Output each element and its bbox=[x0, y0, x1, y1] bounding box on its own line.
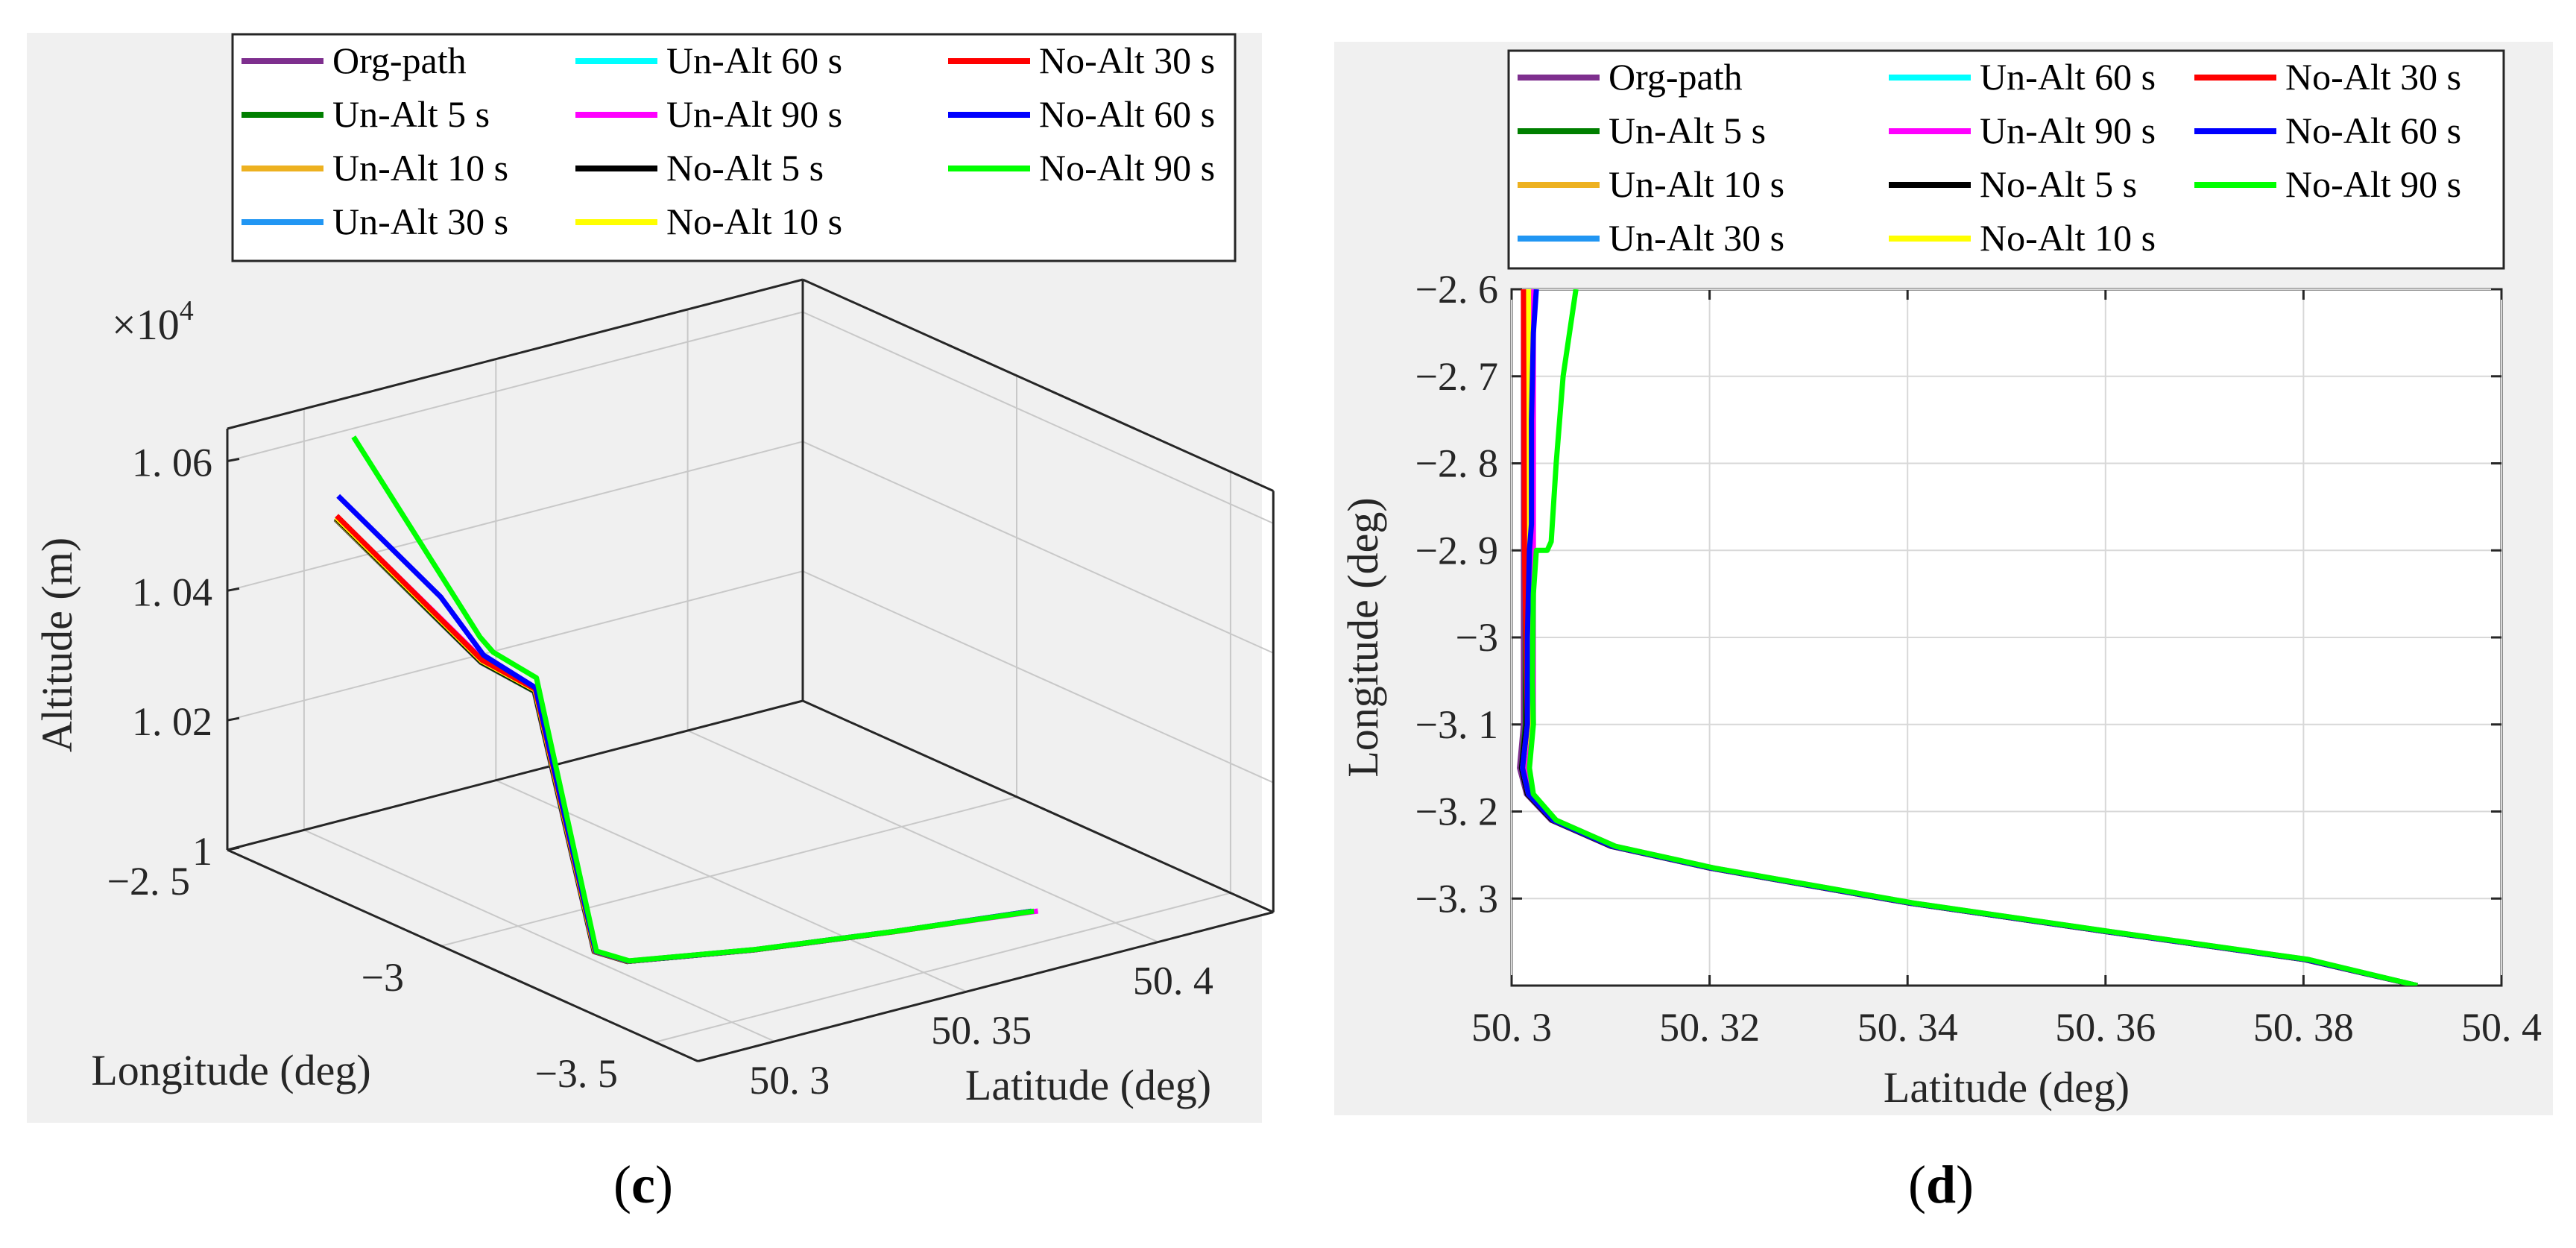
d-xtick-label: 50. 3 bbox=[1471, 1005, 1552, 1050]
d-xtick-label: 50. 32 bbox=[1659, 1005, 1760, 1050]
c-legend-label-no-alt-5-s: No-Alt 5 s bbox=[666, 147, 824, 189]
c-box bbox=[226, 278, 1275, 1062]
c-ztick-label: 1. 02 bbox=[132, 699, 212, 744]
c-legend: Org-path Un-Alt 5 s Un-Alt 10 s Un-Alt 30 s… bbox=[231, 33, 1237, 262]
c-grid-line bbox=[687, 730, 1159, 943]
c-grid-line bbox=[441, 795, 1017, 947]
d-series-lines bbox=[1517, 289, 2418, 986]
c-legend-label-un-alt-90-s: Un-Alt 90 s bbox=[666, 93, 842, 135]
d-xlabel: Latitude (deg) bbox=[1884, 1063, 2130, 1112]
c-grid-line bbox=[802, 441, 1274, 654]
d-grid bbox=[1510, 288, 2503, 986]
c-grid-line bbox=[495, 779, 967, 993]
d-ytick-label: −3 bbox=[1456, 615, 1498, 660]
caption-d-letter: d bbox=[1925, 1155, 1957, 1214]
c-xtick-label: 50. 4 bbox=[1133, 959, 1213, 1003]
c-legend-label-no-alt-90-s: No-Alt 90 s bbox=[1039, 147, 1215, 189]
c-ztick-label: 1. 04 bbox=[132, 570, 212, 614]
c-legend-label-un-alt-5-s: Un-Alt 5 s bbox=[332, 93, 490, 135]
d-ytick-label: −3. 1 bbox=[1415, 702, 1498, 747]
d-xtick-label: 50. 34 bbox=[1857, 1005, 1958, 1050]
c-legend-label-un-alt-60-s: Un-Alt 60 s bbox=[666, 40, 842, 81]
d-legend-label-no-alt-30-s: No-Alt 30 s bbox=[2285, 56, 2461, 98]
c-legend-label-org-path: Org-path bbox=[332, 40, 467, 81]
c-legend-label-no-alt-60-s: No-Alt 60 s bbox=[1039, 93, 1215, 135]
c-ytick-label: −2. 5 bbox=[107, 859, 190, 904]
c-grid-line bbox=[303, 829, 775, 1042]
panel-caption-c: (c) bbox=[613, 1154, 673, 1216]
c-box-edge bbox=[802, 278, 1274, 492]
c-legend-label-un-alt-30-s: Un-Alt 30 s bbox=[332, 201, 508, 242]
c-grid-line bbox=[654, 892, 1231, 1043]
caption-c-close: ) bbox=[654, 1155, 673, 1214]
c-ztick-label: 1 bbox=[192, 829, 212, 874]
c-grid-line bbox=[227, 570, 804, 722]
c-grid-line bbox=[802, 311, 1274, 524]
d-ytick-label: −2. 6 bbox=[1415, 267, 1498, 312]
c-ytick-label: −3. 5 bbox=[534, 1051, 617, 1096]
d-xtick-label: 50. 36 bbox=[2055, 1005, 2156, 1050]
c-ztick-mark bbox=[227, 587, 240, 592]
c-exponent-label: ×104 bbox=[112, 295, 194, 349]
c-zlabel: Altitude (m) bbox=[33, 538, 81, 752]
c-legend-label-un-alt-10-s: Un-Alt 10 s bbox=[332, 147, 508, 189]
c-series-lines bbox=[333, 435, 1038, 965]
c-box-edge bbox=[227, 699, 804, 851]
d-ytick-label: −3. 2 bbox=[1415, 790, 1498, 834]
chart-c: 1 1. 02 1. 04 1. 06 −2. 5 −3 −3. 5 50. 3 50. 35 5… bbox=[33, 33, 1275, 1109]
d-tick-labels: 50. 3 50. 32 50. 34 50. 36 50. 38 50. 4 −2. 6 −… bbox=[1415, 267, 2542, 1050]
c-ztick-mark bbox=[227, 458, 240, 462]
c-xlabel: Latitude (deg) bbox=[965, 1061, 1211, 1109]
d-legend-label-no-alt-10-s: No-Alt 10 s bbox=[1980, 217, 2156, 259]
caption-c-open: ( bbox=[613, 1155, 631, 1214]
d-ytick-label: −2. 8 bbox=[1415, 441, 1498, 486]
caption-d-close: ) bbox=[1956, 1155, 1974, 1214]
c-exponent-base: ×10 bbox=[112, 300, 180, 349]
c-legend-label-no-alt-10-s: No-Alt 10 s bbox=[666, 201, 842, 242]
panel-caption-d: (d) bbox=[1908, 1154, 1974, 1216]
caption-d-open: ( bbox=[1908, 1155, 1926, 1214]
d-legend-label-no-alt-90-s: No-Alt 90 s bbox=[2285, 163, 2461, 205]
c-grid-line bbox=[227, 441, 804, 592]
d-ytick-label: −2. 9 bbox=[1415, 528, 1498, 573]
c-xtick-label: 50. 35 bbox=[931, 1008, 1032, 1053]
c-grid-line bbox=[227, 311, 804, 462]
c-ztick-mark bbox=[227, 716, 240, 722]
d-legend-label-un-alt-5-s: Un-Alt 5 s bbox=[1609, 110, 1766, 151]
c-box-edge bbox=[227, 848, 698, 1062]
c-xtick-label: 50. 3 bbox=[749, 1058, 830, 1103]
c-ztick-label: 1. 06 bbox=[132, 440, 212, 485]
c-legend-box bbox=[231, 33, 1237, 262]
d-legend-label-un-alt-90-s: Un-Alt 90 s bbox=[1980, 110, 2156, 151]
c-box-edge bbox=[802, 699, 1274, 913]
c-legend-label-no-alt-30-s: No-Alt 30 s bbox=[1039, 40, 1215, 81]
c-ztick-mark bbox=[227, 846, 240, 851]
c-box-edge bbox=[697, 911, 1274, 1062]
c-grid-line bbox=[802, 570, 1274, 784]
d-ytick-label: −3. 3 bbox=[1415, 876, 1498, 921]
d-xtick-label: 50. 4 bbox=[2461, 1005, 2542, 1050]
d-legend-label-org-path: Org-path bbox=[1609, 56, 1743, 98]
c-ytick-label: −3 bbox=[361, 955, 403, 1000]
c-exponent-power: 4 bbox=[180, 295, 194, 327]
d-legend-label-no-alt-5-s: No-Alt 5 s bbox=[1980, 163, 2137, 205]
d-series-no-alt-90-s bbox=[1527, 289, 2418, 986]
caption-c-letter: c bbox=[631, 1155, 655, 1214]
d-legend-label-un-alt-60-s: Un-Alt 60 s bbox=[1980, 56, 2156, 98]
d-legend-label-un-alt-10-s: Un-Alt 10 s bbox=[1609, 163, 1784, 205]
d-legend-label-un-alt-30-s: Un-Alt 30 s bbox=[1609, 217, 1784, 259]
d-legend-box bbox=[1507, 49, 2505, 270]
d-ytick-label: −2. 7 bbox=[1415, 354, 1498, 399]
d-legend: Org-path Un-Alt 5 s Un-Alt 10 s Un-Alt 30 s… bbox=[1507, 49, 2505, 270]
c-box-edge bbox=[227, 278, 804, 430]
chart-d: 50. 3 50. 32 50. 34 50. 36 50. 38 50. 4 −2. 6 −… bbox=[1339, 49, 2542, 1112]
c-ylabel: Longitude (deg) bbox=[91, 1046, 370, 1094]
d-ylabel: Longitude (deg) bbox=[1339, 497, 1387, 777]
c-series-no-alt-90-s bbox=[351, 435, 1035, 964]
d-xtick-label: 50. 38 bbox=[2253, 1005, 2354, 1050]
c-tick-labels: 1 1. 02 1. 04 1. 06 −2. 5 −3 −3. 5 50. 3 50. 35 5… bbox=[107, 440, 1213, 1102]
d-legend-label-no-alt-60-s: No-Alt 60 s bbox=[2285, 110, 2461, 151]
